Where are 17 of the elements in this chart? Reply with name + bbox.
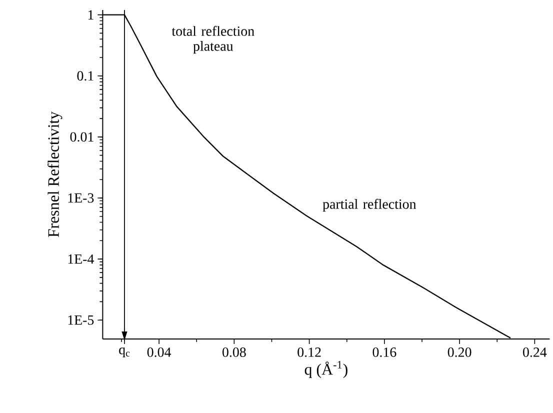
y-tick-label: 1E-5	[68, 315, 94, 325]
x-tick-label: 0.12	[298, 348, 321, 357]
x-tick-label: 0.24	[523, 348, 547, 357]
annotation: total reflection plateau	[172, 26, 254, 54]
y-tick-label: 0.01	[70, 132, 94, 142]
y-tick-label: 1	[88, 10, 94, 20]
x-axis-title: q (Å$^{-1}$)	[304, 361, 348, 378]
y-tick-label: 1E-4	[68, 254, 94, 264]
x-tick-label: 0.08	[222, 348, 246, 357]
x-tick-label: q$_{c}$	[119, 348, 130, 358]
y-axis-title: Fresnel Reflectivity	[48, 111, 62, 238]
x-tick-label: 0.16	[372, 348, 396, 357]
y-tick-label: 1E-3	[68, 193, 94, 203]
y-tick-label: 0.1	[77, 71, 94, 81]
annotation: partial reflection	[322, 198, 416, 212]
x-tick-label: 0.04	[147, 348, 172, 357]
x-tick-label: 0.20	[448, 348, 472, 357]
